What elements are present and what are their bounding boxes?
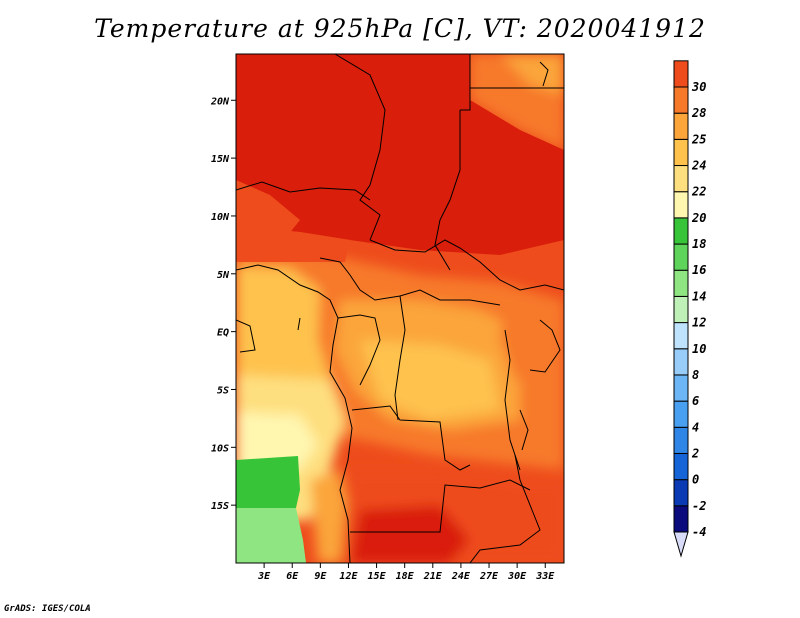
colorbar-box	[673, 269, 689, 297]
colorbar-box	[673, 86, 689, 114]
colorbar-label: 22	[691, 185, 706, 199]
border-libya-egypt	[460, 54, 471, 111]
x-tick-label: 18E	[396, 571, 415, 582]
border-gabon-congo	[337, 314, 381, 386]
colorbar-box	[673, 112, 689, 140]
colorbar-label: 6	[692, 394, 699, 408]
colorbar-label: 8	[692, 368, 699, 382]
colorbar-cap-bottom	[673, 531, 689, 558]
colorbar-box	[673, 60, 689, 88]
y-tick-label: EQ	[217, 328, 229, 339]
y-tick-label: 15S	[211, 501, 229, 512]
colorbar-label: 18	[692, 237, 706, 251]
colorbar-label: -4	[692, 525, 706, 539]
colorbar-label: 20	[691, 211, 706, 225]
border-drc-east	[504, 329, 521, 471]
west-coastline	[236, 264, 353, 563]
colorbar-label: 16	[692, 263, 706, 277]
lake-tanganyika	[519, 409, 529, 451]
colorbar-label: 10	[692, 342, 706, 356]
y-tick-label: 10N	[211, 212, 230, 223]
map-title: Temperature at 925hPa [C], VT: 202004191…	[94, 14, 706, 43]
border-namibia-angola	[350, 479, 531, 533]
x-tick-label: 30E	[507, 571, 527, 582]
y-tick-label: 5N	[217, 270, 230, 281]
x-tick-label: 15E	[368, 571, 387, 582]
x-tick-label: 27E	[479, 571, 499, 582]
x-tick-label: 9E	[314, 571, 327, 582]
colorbar-label: 30	[691, 80, 706, 94]
colorbar-label: 2	[691, 446, 699, 460]
border-chad-sudan	[434, 110, 461, 271]
colorbar-label: 12	[692, 316, 706, 330]
field-guinea-coast	[236, 226, 350, 262]
colorbar-box	[673, 322, 689, 350]
x-tick-label: 3E	[257, 571, 271, 582]
border-car-sudan	[369, 239, 564, 291]
border-congo-drc	[394, 295, 406, 421]
x-tick-label: 12E	[339, 571, 358, 582]
country-borders	[236, 54, 564, 563]
field-gulf-ocean	[236, 266, 330, 385]
colorbar-box	[673, 243, 689, 271]
field-coastal-strip	[310, 470, 350, 563]
y-tick-label: 15N	[211, 154, 230, 165]
island-bioko	[236, 319, 256, 353]
x-tick-label: 24E	[451, 571, 471, 582]
colorbar-label: 14	[692, 289, 706, 303]
field-light-green-cool	[236, 508, 306, 563]
x-axis: 3E 6E 9E 12E 15E 18E 21E 24E 27E 30E 33E	[257, 563, 555, 582]
island-sao-tome	[297, 317, 301, 331]
colorbar-box	[673, 400, 689, 428]
nile-delta	[539, 61, 549, 87]
colorbar-label: 25	[691, 132, 706, 146]
border-niger-chad	[248, 54, 386, 241]
colorbar-label: 0	[692, 473, 699, 487]
border-sahel	[236, 181, 371, 201]
x-tick-label: 33E	[535, 571, 555, 582]
field-northeast-light	[500, 54, 564, 95]
colorbar-label: 4	[692, 420, 699, 434]
colorbar-label: 24	[691, 159, 706, 173]
credit-label: GrADS: IGES/COLA	[4, 604, 91, 614]
field-east-highlands	[500, 300, 560, 380]
y-tick-label: 20N	[210, 96, 230, 107]
x-tick-label: 21E	[423, 571, 443, 582]
colorbar-box	[673, 348, 689, 376]
field-congo-center	[360, 340, 500, 420]
colorbar-box	[673, 191, 689, 219]
border-zambia-zimbabwe	[469, 454, 541, 563]
field-kalahari	[350, 505, 470, 563]
border-angola-drc	[351, 405, 471, 471]
map-frame	[235, 53, 565, 564]
field-sahara-core	[236, 54, 564, 255]
y-tick-label: 10S	[211, 443, 229, 454]
colorbar-box	[673, 505, 689, 533]
field-atlantic-pale	[236, 412, 318, 470]
colorbar-box	[673, 165, 689, 193]
colorbar-label: 28	[691, 106, 706, 120]
colorbar-box	[673, 217, 689, 245]
temperature-field	[236, 54, 564, 563]
colorbar-box	[673, 479, 689, 507]
colorbar-box	[673, 138, 689, 167]
colorbar-label: -2	[692, 499, 706, 513]
colorbar-box	[673, 295, 689, 324]
y-tick-label: 5S	[217, 385, 229, 396]
field-green-cool	[236, 456, 300, 508]
colorbar-box	[673, 374, 689, 402]
y-axis: 20N 15N 10N 5N EQ 5S 10S 15S	[210, 96, 236, 512]
lake-victoria	[529, 319, 561, 373]
colorbar-box	[673, 452, 689, 481]
border-cameroon-car	[319, 257, 501, 306]
colorbar-box	[673, 426, 689, 454]
x-tick-label: 6E	[286, 571, 299, 582]
